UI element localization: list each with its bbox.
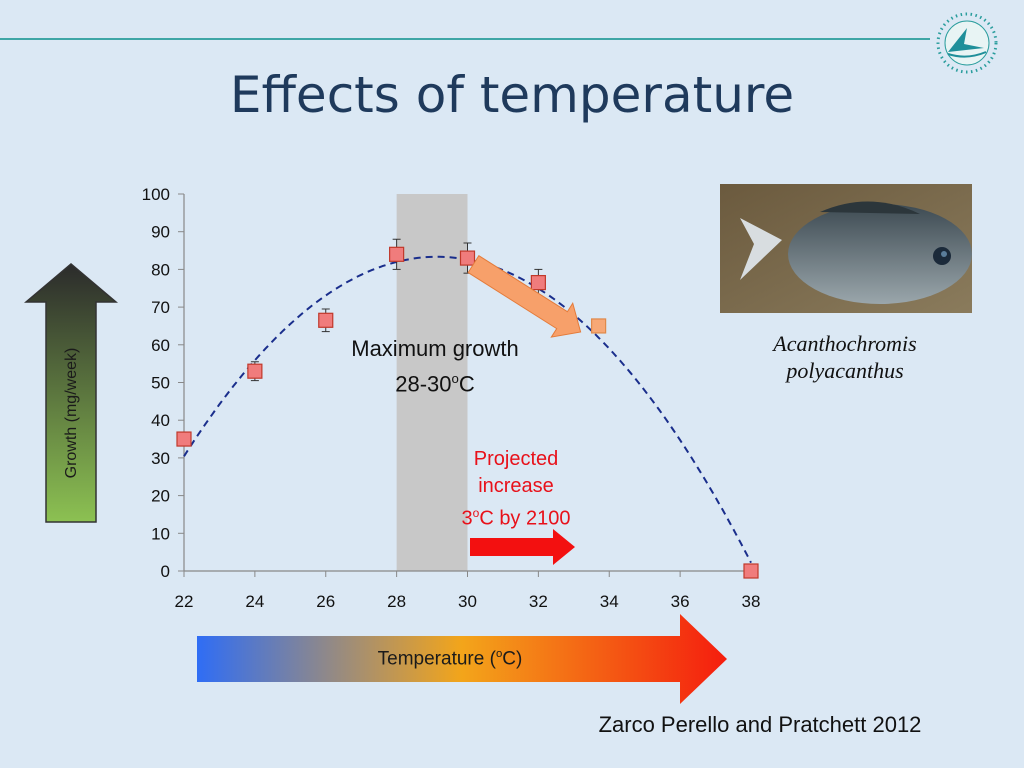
y-tick-label: 100 [142, 185, 170, 204]
data-point [389, 246, 405, 262]
growth-up-arrow [24, 263, 118, 523]
y-tick-label: 0 [161, 562, 170, 581]
y-tick-label: 10 [151, 524, 170, 543]
y-tick-label: 40 [151, 411, 170, 430]
x-tick-label: 28 [387, 592, 406, 611]
organization-logo [936, 12, 998, 74]
x-tick-label: 30 [458, 592, 477, 611]
projected-increase-annotation: Projected increase 3oC by 2100 [436, 446, 596, 533]
x-tick-label: 26 [316, 592, 335, 611]
x-tick-label: 34 [600, 592, 619, 611]
citation: Zarco Perello and Pratchett 2012 [598, 712, 922, 737]
title-rule [0, 38, 930, 40]
y-tick-label: 50 [151, 374, 170, 393]
data-point [743, 563, 759, 579]
projected-shift-arrow-shape [467, 254, 582, 338]
species-genus: Acanthochromis [773, 331, 917, 356]
maximum-growth-annotation: Maximum growth 28-30oC [322, 334, 548, 399]
projected-line1: Projected [473, 448, 559, 470]
y-tick-label: 90 [151, 223, 170, 242]
data-point [176, 431, 192, 447]
y-axis-label: Growth (mg/week) [63, 347, 80, 479]
x-tick-label: 38 [742, 592, 761, 611]
x-tick-label: 36 [671, 592, 690, 611]
projected-increase-arrow [470, 529, 575, 565]
data-point [459, 250, 476, 266]
temperature-right-arrow [197, 614, 727, 704]
projected-line2: increase [478, 475, 554, 497]
y-tick-label: 80 [151, 260, 170, 279]
data-point [247, 363, 263, 379]
x-tick-label: 24 [245, 592, 264, 611]
projected-line3: 3oC by 2100 [461, 506, 571, 530]
data-point [318, 312, 334, 328]
y-tick-label: 60 [151, 336, 170, 355]
y-tick-label: 20 [151, 487, 170, 506]
projected-shift-arrow [467, 254, 582, 338]
max-growth-line1: Maximum growth [351, 336, 519, 361]
y-tick-label: 30 [151, 449, 170, 468]
fish-photo [720, 184, 972, 313]
projected-data-point [591, 318, 607, 334]
y-tick-label: 70 [151, 298, 170, 317]
x-tick-label: 32 [529, 592, 548, 611]
x-axis-label: Temperature (oC) [377, 648, 523, 670]
data-point [530, 274, 546, 291]
x-tick-label: 22 [175, 592, 194, 611]
page-title: Effects of temperature [229, 66, 795, 124]
max-growth-line2: 28-30oC [395, 371, 475, 397]
species-name: Acanthochromis polyacanthus [740, 330, 950, 384]
species-epithet: polyacanthus [786, 358, 904, 383]
